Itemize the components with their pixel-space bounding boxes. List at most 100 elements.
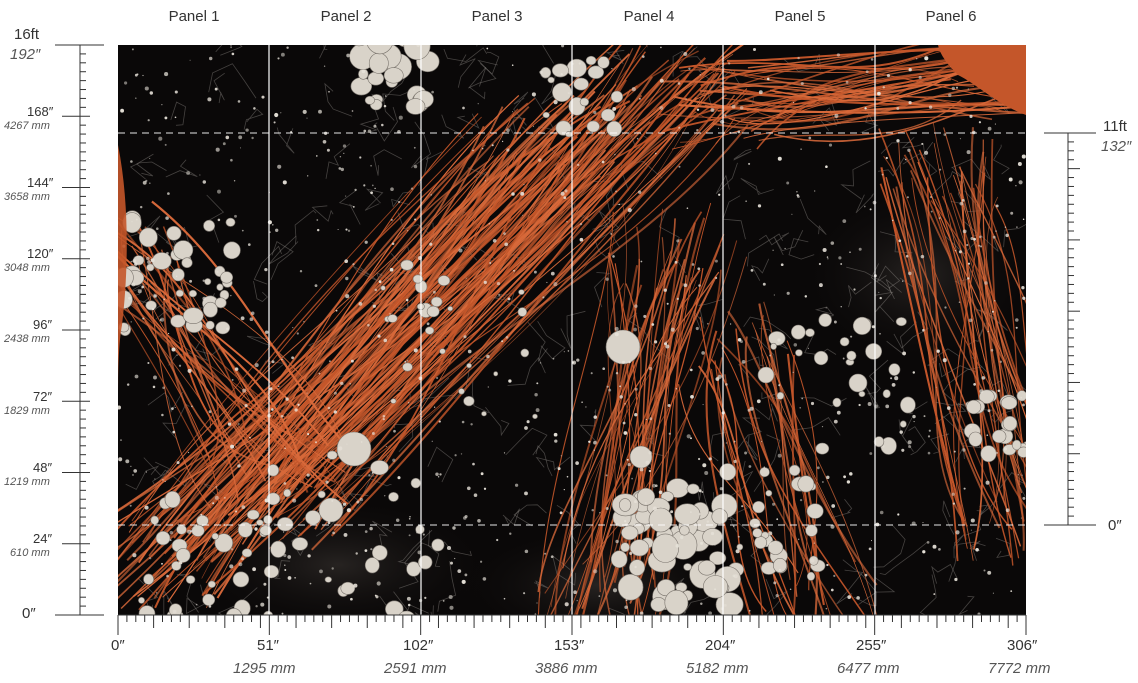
speckle [695, 326, 699, 331]
speckle [176, 354, 178, 356]
speckle [1008, 177, 1013, 182]
speckle [891, 383, 896, 387]
speckle [346, 53, 350, 58]
speckle [263, 582, 267, 586]
lace-strand [893, 311, 929, 349]
speckle [792, 371, 794, 373]
speckle [865, 70, 869, 74]
speckle [978, 121, 982, 124]
vein-strand [118, 120, 493, 560]
speckle [335, 309, 338, 312]
speckle [350, 359, 354, 363]
speckle [345, 294, 350, 299]
speckle [501, 140, 504, 143]
speckle [951, 86, 955, 91]
speckle [149, 91, 153, 95]
speckle [885, 156, 888, 160]
bottom-mark-in: 255″ [856, 637, 887, 654]
speckle [135, 218, 138, 221]
speckle [994, 300, 996, 302]
bubble [214, 533, 234, 553]
speckle [139, 205, 143, 209]
speckle [249, 317, 254, 322]
speckle [923, 415, 926, 418]
speckle [879, 332, 881, 335]
speckle [1015, 326, 1018, 329]
speckle [663, 288, 667, 292]
left-mark-in: 48″ [33, 460, 53, 475]
speckle [175, 275, 178, 278]
speckle [830, 241, 835, 245]
speckle [240, 316, 245, 321]
speckle [858, 247, 862, 251]
speckle [814, 190, 816, 192]
speckle [879, 296, 882, 300]
speckle [216, 270, 219, 274]
lace-strand [908, 426, 926, 456]
speckle [174, 90, 178, 94]
speckle [959, 201, 964, 206]
speckle [542, 296, 545, 299]
speckle [791, 213, 793, 215]
speckle [552, 357, 555, 360]
speckle [371, 471, 374, 474]
lace-strand [855, 193, 874, 214]
bubble [370, 460, 389, 476]
speckle [676, 297, 679, 301]
speckle [483, 487, 487, 490]
speckle [207, 97, 212, 102]
speckle [237, 423, 240, 425]
speckle [251, 136, 254, 140]
bubble [620, 542, 630, 553]
speckle [654, 484, 658, 488]
speckle [333, 410, 337, 414]
left-mark-mm: 3048 mm [4, 262, 50, 274]
speckle [737, 338, 742, 342]
speckle [187, 529, 192, 534]
speckle [585, 406, 587, 408]
bubble [225, 217, 236, 227]
speckle [567, 350, 570, 352]
speckle [363, 184, 366, 187]
lace-strand [273, 560, 291, 579]
vein-strand [166, 279, 239, 501]
lace-strand [363, 478, 392, 494]
speckle [968, 318, 973, 323]
vein-strand [167, 94, 520, 603]
speckle [486, 47, 489, 50]
lace-strand [243, 108, 264, 130]
bubble [340, 581, 356, 595]
speckle [144, 505, 149, 510]
bubble [1011, 439, 1022, 451]
speckle [628, 360, 631, 364]
speckle [970, 236, 974, 241]
speckle [432, 290, 436, 294]
lace-strand [876, 265, 901, 289]
speckle [953, 450, 956, 453]
speckle [715, 277, 718, 279]
lace-strand [942, 500, 955, 535]
speckle [927, 435, 931, 438]
speckle [606, 385, 609, 388]
lace-strand [373, 149, 402, 176]
vein-strand [128, 155, 494, 533]
bubble [610, 90, 624, 103]
speckle [666, 302, 669, 305]
speckle [247, 243, 251, 246]
speckle [922, 521, 924, 524]
speckle [352, 263, 355, 266]
speckle [271, 408, 274, 411]
speckle [818, 283, 823, 288]
speckle [614, 332, 619, 337]
speckle [973, 383, 976, 386]
bubble [597, 56, 610, 69]
bubble [439, 348, 446, 355]
speckle [414, 218, 417, 221]
lace-strand [710, 431, 728, 462]
speckle [735, 549, 740, 554]
bubble [207, 580, 216, 588]
speckle [283, 553, 287, 558]
bubble [283, 488, 292, 498]
bottom-mark-mm: 2591 mm [384, 660, 447, 677]
speckle [995, 204, 999, 208]
